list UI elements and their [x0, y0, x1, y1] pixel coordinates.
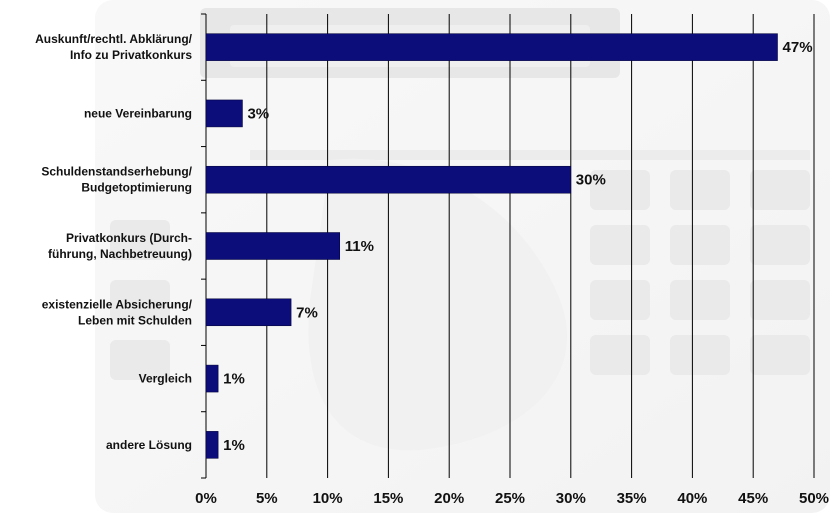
category-label: neue Vereinbarung — [84, 106, 192, 120]
bar — [205, 298, 292, 327]
bars-group — [205, 33, 778, 459]
category-label: andere Lösung — [106, 438, 192, 452]
category-label: Privatkonkurs (Durch-führung, Nachbetreu… — [48, 231, 192, 261]
value-label: 7% — [296, 304, 318, 321]
x-tick-label: 25% — [495, 490, 525, 507]
x-tick-label: 30% — [556, 490, 586, 507]
value-labels: 47% 3% 30% 11% 7% 1% 1% — [223, 39, 812, 454]
x-tick-label: 5% — [256, 490, 278, 507]
bar — [205, 99, 243, 128]
value-label: 30% — [576, 172, 606, 189]
value-label: 47% — [783, 39, 813, 56]
category-labels: Auskunft/rechtl. Abklärung/Info zu Priva… — [35, 32, 193, 452]
bar — [205, 165, 572, 194]
x-tick-label: 50% — [799, 490, 829, 507]
value-label: 1% — [223, 371, 245, 388]
x-tick-label: 35% — [617, 490, 647, 507]
bar — [205, 232, 341, 260]
value-label: 1% — [223, 437, 245, 454]
value-label: 3% — [247, 105, 269, 122]
bar — [205, 364, 219, 393]
x-tick-label: 20% — [434, 490, 464, 507]
x-tick-label: 40% — [677, 490, 707, 507]
value-label: 11% — [345, 238, 374, 255]
bar — [205, 431, 219, 459]
x-tick-label: 10% — [313, 490, 343, 507]
x-tick-label: 45% — [738, 490, 768, 507]
category-label: Auskunft/rechtl. Abklärung/Info zu Priva… — [35, 32, 193, 62]
x-tick-label: 15% — [373, 490, 403, 507]
category-label: Vergleich — [139, 372, 192, 386]
x-axis-tick-labels: 0% 5% 10% 15% 20% 25% 30% 35% 40% 45% 50% — [195, 490, 829, 507]
category-label: Schuldenstandserhebung/Budgetoptimierung — [41, 165, 192, 195]
x-tick-label: 0% — [195, 490, 217, 507]
category-label: existenzielle Absicherung/Leben mit Schu… — [42, 297, 193, 327]
bar — [205, 33, 778, 61]
